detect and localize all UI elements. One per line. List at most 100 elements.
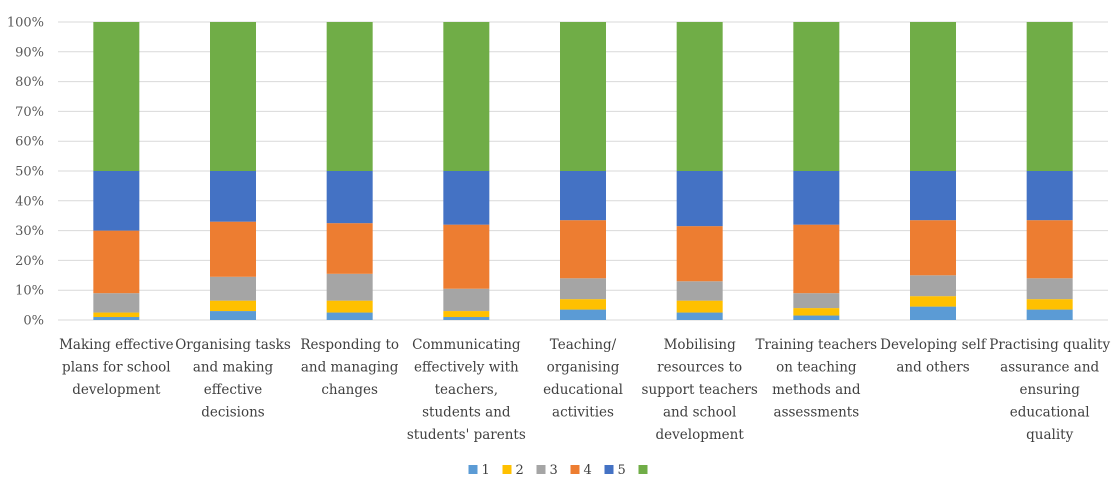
bar-segment-series-4	[1026, 220, 1073, 279]
bar-stack-5	[560, 22, 606, 320]
bar-segment-series-5	[676, 171, 723, 227]
bar-segment-series-3	[93, 293, 140, 313]
y-tick-label: 90%	[15, 45, 44, 60]
bar-segment-series-2	[676, 300, 723, 313]
bar-segment-series-4	[210, 221, 256, 277]
bar-segment-series-6	[93, 22, 140, 171]
y-tick-label: 30%	[15, 224, 44, 239]
bar-segment-series-2	[793, 308, 840, 316]
legend-swatch-4	[570, 465, 580, 474]
bar-segment-series-5	[1026, 171, 1073, 221]
x-category-label: Developing self and others	[880, 337, 987, 376]
bar-segment-series-4	[93, 230, 140, 294]
y-tick-label: 10%	[15, 284, 44, 299]
bar-segment-series-3	[910, 275, 956, 297]
bar-segment-series-3	[1026, 278, 1073, 300]
bar-segment-series-2	[93, 312, 140, 318]
bar-segment-series-2	[210, 300, 256, 312]
x-category-label: Teaching/organising educational activities	[543, 337, 623, 421]
x-category-label: Communicating effectively with teachers, st…	[407, 337, 526, 443]
bars	[93, 22, 1073, 320]
bar-segment-series-5	[793, 171, 840, 225]
bar-segment-series-5	[326, 171, 373, 224]
legend-label: 3	[550, 463, 558, 478]
y-tick-label: 80%	[15, 75, 44, 90]
bar-stack-7	[793, 22, 840, 320]
y-tick-label: 20%	[15, 254, 44, 269]
legend: 1 2 3 4 5	[468, 463, 648, 478]
y-tick-label: 60%	[15, 135, 44, 150]
bar-stack-2	[210, 22, 256, 320]
bar-stack-8	[910, 22, 956, 320]
bar-segment-series-4	[793, 224, 840, 294]
bar-segment-series-4	[326, 223, 373, 274]
bar-segment-series-6	[793, 22, 840, 171]
bar-segment-series-4	[443, 224, 490, 289]
bar-segment-series-6	[560, 22, 606, 171]
x-category-label: Mobilising resources to support teachers an…	[642, 337, 758, 443]
legend-label: 1	[482, 463, 490, 478]
y-tick-label: 50%	[15, 165, 44, 180]
legend-label: 4	[584, 463, 592, 478]
bar-segment-series-3	[210, 276, 256, 301]
bar-segment-series-1	[326, 312, 373, 320]
bar-segment-series-6	[676, 22, 723, 171]
legend-swatch-3	[536, 465, 546, 474]
bar-stack-3	[326, 22, 373, 320]
bar-segment-series-6	[443, 22, 490, 171]
bar-segment-series-1	[910, 306, 956, 320]
x-category-label: Responding to and managing changes	[300, 337, 399, 398]
bar-segment-series-5	[443, 171, 490, 225]
bar-segment-series-6	[910, 22, 956, 171]
legend-swatch-6	[638, 465, 648, 474]
y-axis-tick-labels: 0% 10% 20% 30% 40% 50% 60% 70% 80% 90% 100%	[7, 16, 44, 329]
bar-segment-series-2	[1026, 299, 1073, 310]
x-axis-category-labels: Making effective plans for school developm…	[59, 337, 1110, 443]
bar-segment-series-3	[676, 281, 723, 301]
bar-segment-series-2	[326, 300, 373, 313]
bar-segment-series-5	[910, 171, 956, 221]
legend-swatch-1	[468, 465, 478, 474]
legend-label: 2	[516, 463, 524, 478]
bar-stack-6	[676, 22, 723, 320]
bar-segment-series-2	[443, 311, 490, 318]
bar-segment-series-1	[560, 309, 606, 320]
bar-segment-series-1	[210, 311, 256, 320]
bar-segment-series-6	[326, 22, 373, 171]
y-tick-label: 40%	[15, 194, 44, 209]
y-tick-label: 0%	[23, 314, 44, 329]
legend-swatch-5	[604, 465, 614, 474]
bar-segment-series-1	[93, 317, 140, 320]
bar-segment-series-4	[910, 220, 956, 276]
x-category-label: Practising quality assurance and ensuring e…	[989, 337, 1110, 443]
x-category-label: Training teachers on teaching methods and a…	[756, 337, 878, 421]
bar-segment-series-5	[210, 171, 256, 222]
bar-segment-series-1	[676, 312, 723, 320]
legend-swatch-2	[502, 465, 512, 474]
bar-segment-series-1	[1026, 309, 1073, 320]
legend-label: 5	[618, 463, 626, 478]
y-tick-label: 100%	[7, 16, 44, 31]
bar-segment-series-6	[1026, 22, 1073, 171]
bar-segment-series-1	[793, 315, 840, 320]
bar-stack-9	[1026, 22, 1073, 320]
bar-segment-series-4	[560, 220, 606, 279]
bar-stack-4	[443, 22, 490, 320]
y-tick-label: 70%	[15, 105, 44, 120]
bar-segment-series-1	[443, 317, 490, 320]
bar-segment-series-2	[560, 299, 606, 310]
bar-segment-series-3	[326, 273, 373, 301]
bar-segment-series-3	[793, 293, 840, 309]
bar-segment-series-2	[910, 296, 956, 307]
bar-segment-series-5	[93, 171, 140, 231]
x-category-label: Organising tasks and making effective decis…	[175, 337, 291, 421]
bar-segment-series-5	[560, 171, 606, 221]
bar-segment-series-3	[443, 288, 490, 312]
bar-segment-series-4	[676, 226, 723, 282]
bar-segment-series-6	[210, 22, 256, 171]
bar-stack-1	[93, 22, 140, 320]
bar-segment-series-3	[560, 278, 606, 300]
x-category-label: Making effective plans for school developm…	[59, 337, 174, 398]
